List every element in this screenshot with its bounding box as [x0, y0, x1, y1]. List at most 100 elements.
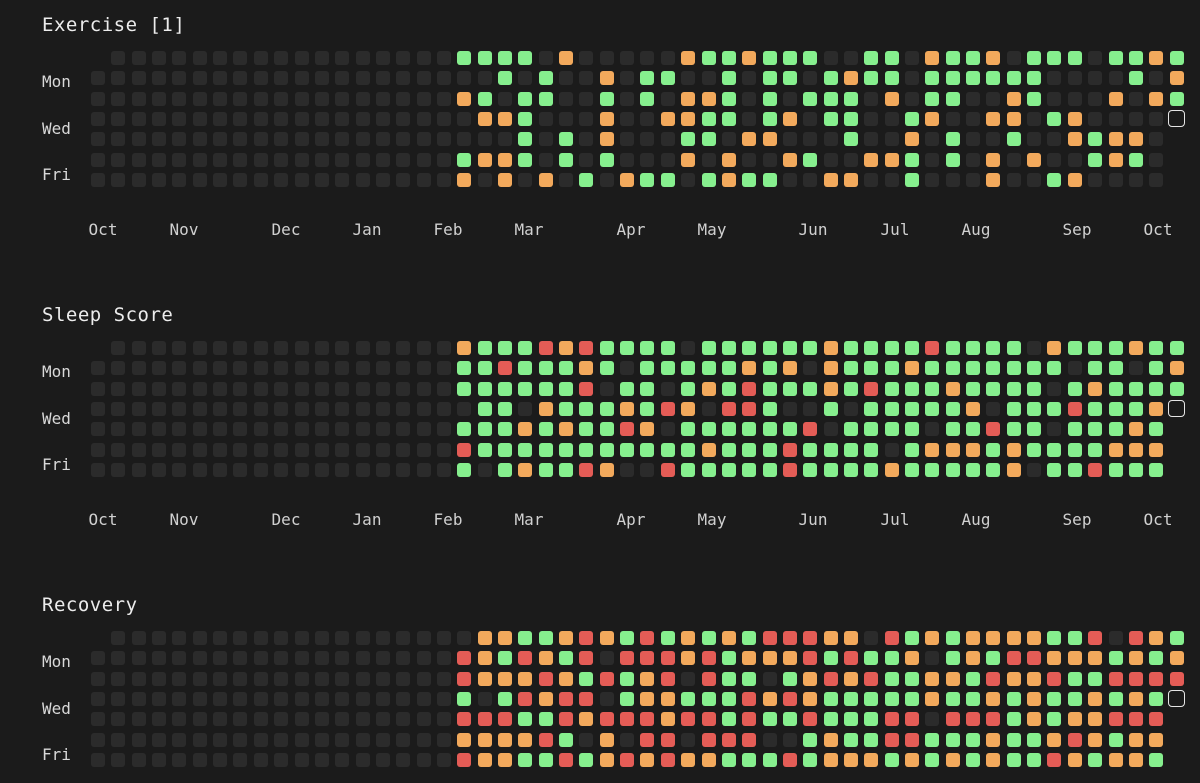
- heatmap-day-cell[interactable]: [559, 132, 574, 147]
- heatmap-day-cell[interactable]: [91, 651, 105, 666]
- heatmap-day-cell[interactable]: [823, 442, 838, 457]
- heatmap-day-cell[interactable]: [884, 381, 899, 396]
- heatmap-day-cell[interactable]: [416, 172, 431, 187]
- heatmap-day-cell[interactable]: [1149, 442, 1164, 457]
- heatmap-day-cell[interactable]: [91, 752, 105, 767]
- heatmap-day-cell[interactable]: [782, 631, 797, 645]
- heatmap-day-cell[interactable]: [782, 671, 797, 686]
- heatmap-day-cell[interactable]: [192, 691, 207, 706]
- heatmap-day-cell[interactable]: [1067, 401, 1082, 416]
- heatmap-day-cell[interactable]: [1006, 422, 1021, 437]
- heatmap-day-cell[interactable]: [314, 51, 329, 65]
- heatmap-day-cell[interactable]: [477, 341, 492, 355]
- heatmap-day-cell[interactable]: [1088, 71, 1103, 86]
- heatmap-day-cell[interactable]: [721, 462, 736, 477]
- heatmap-day-cell[interactable]: [803, 381, 818, 396]
- heatmap-day-cell[interactable]: [1108, 422, 1123, 437]
- heatmap-day-cell[interactable]: [477, 361, 492, 376]
- heatmap-day-cell[interactable]: [518, 152, 533, 167]
- heatmap-day-cell[interactable]: [721, 422, 736, 437]
- heatmap-day-cell[interactable]: [864, 71, 879, 86]
- heatmap-day-cell[interactable]: [925, 401, 940, 416]
- heatmap-day-cell[interactable]: [294, 712, 309, 727]
- heatmap-day-cell[interactable]: [843, 91, 858, 106]
- heatmap-day-cell[interactable]: [1128, 111, 1143, 126]
- heatmap-day-cell[interactable]: [782, 341, 797, 355]
- heatmap-day-cell[interactable]: [152, 651, 167, 666]
- heatmap-day-cell[interactable]: [355, 631, 370, 645]
- heatmap-day-cell[interactable]: [803, 712, 818, 727]
- heatmap-day-cell[interactable]: [660, 422, 675, 437]
- heatmap-day-cell[interactable]: [375, 422, 390, 437]
- heatmap-day-cell[interactable]: [436, 671, 451, 686]
- heatmap-day-cell[interactable]: [213, 51, 228, 65]
- heatmap-day-cell[interactable]: [823, 381, 838, 396]
- heatmap-day-cell[interactable]: [416, 381, 431, 396]
- heatmap-day-cell[interactable]: [355, 361, 370, 376]
- heatmap-day-cell[interactable]: [314, 732, 329, 747]
- heatmap-day-cell[interactable]: [1006, 341, 1021, 355]
- heatmap-day-cell[interactable]: [701, 401, 716, 416]
- heatmap-day-cell[interactable]: [314, 712, 329, 727]
- heatmap-day-cell[interactable]: [111, 132, 126, 147]
- heatmap-day-cell[interactable]: [660, 361, 675, 376]
- heatmap-day-cell[interactable]: [477, 442, 492, 457]
- heatmap-day-cell[interactable]: [1006, 91, 1021, 106]
- heatmap-day-cell[interactable]: [253, 71, 268, 86]
- heatmap-day-cell[interactable]: [436, 381, 451, 396]
- heatmap-day-cell[interactable]: [1006, 132, 1021, 147]
- heatmap-day-cell[interactable]: [721, 651, 736, 666]
- heatmap-day-cell[interactable]: [1149, 91, 1164, 106]
- heatmap-day-cell[interactable]: [803, 71, 818, 86]
- heatmap-day-cell[interactable]: [1088, 442, 1103, 457]
- heatmap-day-cell[interactable]: [253, 691, 268, 706]
- heatmap-day-cell[interactable]: [416, 442, 431, 457]
- heatmap-day-cell[interactable]: [396, 91, 411, 106]
- heatmap-day-cell[interactable]: [152, 71, 167, 86]
- heatmap-day-cell[interactable]: [335, 91, 350, 106]
- heatmap-day-cell[interactable]: [1047, 361, 1062, 376]
- heatmap-day-cell[interactable]: [1088, 631, 1103, 645]
- heatmap-day-cell[interactable]: [416, 401, 431, 416]
- heatmap-day-cell[interactable]: [701, 361, 716, 376]
- heatmap-day-cell[interactable]: [192, 341, 207, 355]
- heatmap-day-cell[interactable]: [436, 401, 451, 416]
- heatmap-day-cell[interactable]: [864, 752, 879, 767]
- heatmap-day-cell[interactable]: [1108, 401, 1123, 416]
- heatmap-day-cell[interactable]: [742, 671, 757, 686]
- heatmap-day-cell[interactable]: [91, 361, 105, 376]
- heatmap-day-cell[interactable]: [396, 132, 411, 147]
- heatmap-day-cell[interactable]: [742, 152, 757, 167]
- heatmap-day-cell[interactable]: [762, 462, 777, 477]
- heatmap-day-cell[interactable]: [721, 132, 736, 147]
- heatmap-day-cell[interactable]: [172, 401, 187, 416]
- heatmap-day-cell[interactable]: [457, 381, 472, 396]
- heatmap-day-cell[interactable]: [782, 401, 797, 416]
- heatmap-day-cell[interactable]: [1149, 732, 1164, 747]
- heatmap-day-cell[interactable]: [925, 172, 940, 187]
- heatmap-day-cell[interactable]: [925, 442, 940, 457]
- heatmap-day-cell[interactable]: [660, 442, 675, 457]
- heatmap-day-cell[interactable]: [111, 442, 126, 457]
- heatmap-day-cell[interactable]: [477, 71, 492, 86]
- heatmap-day-cell[interactable]: [681, 651, 696, 666]
- heatmap-day-cell[interactable]: [1027, 671, 1042, 686]
- heatmap-day-cell[interactable]: [782, 111, 797, 126]
- heatmap-day-cell[interactable]: [1088, 401, 1103, 416]
- heatmap-day-cell[interactable]: [111, 341, 126, 355]
- heatmap-day-cell[interactable]: [681, 401, 696, 416]
- heatmap-day-cell[interactable]: [1047, 651, 1062, 666]
- heatmap-day-cell[interactable]: [1149, 381, 1164, 396]
- heatmap-day-cell[interactable]: [498, 631, 512, 645]
- heatmap-day-cell[interactable]: [925, 631, 940, 645]
- heatmap-day-cell[interactable]: [559, 111, 574, 126]
- heatmap-day-cell[interactable]: [314, 152, 329, 167]
- heatmap-day-cell[interactable]: [986, 671, 1001, 686]
- heatmap-day-cell[interactable]: [335, 752, 350, 767]
- heatmap-day-cell[interactable]: [213, 152, 228, 167]
- heatmap-day-cell[interactable]: [1047, 691, 1062, 706]
- heatmap-day-cell[interactable]: [111, 401, 126, 416]
- heatmap-day-cell[interactable]: [172, 462, 187, 477]
- heatmap-day-cell[interactable]: [538, 651, 553, 666]
- heatmap-day-cell[interactable]: [172, 712, 187, 727]
